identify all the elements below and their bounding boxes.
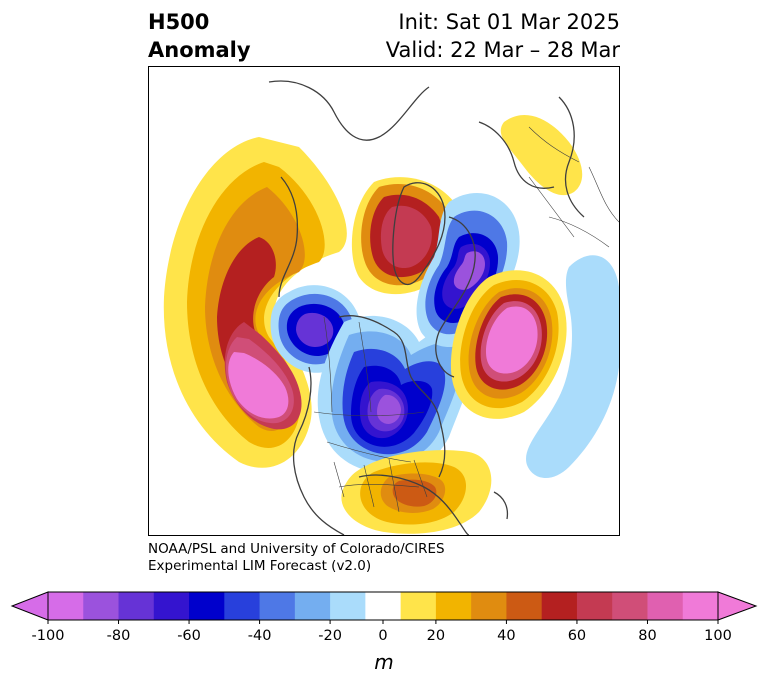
valid-range: Valid: 22 Mar – 28 Mar — [385, 38, 620, 62]
colorbar-unit-label: m — [374, 650, 394, 674]
title-right: Init: Sat 01 Mar 2025 Valid: 22 Mar – 28… — [386, 8, 620, 64]
colorbar-tick-label: 80 — [638, 628, 657, 644]
colorbar-swatch — [506, 592, 543, 620]
anomaly-eastern-atlantic — [526, 255, 619, 479]
colorbar-swatch — [541, 592, 578, 620]
coastlines — [268, 80, 585, 535]
colorbar-tick-label: 40 — [497, 628, 516, 644]
colorbar-tick-label: -80 — [106, 628, 131, 644]
credit-line-1: NOAA/PSL and University of Colorado/CIRE… — [148, 541, 445, 557]
colorbar-swatch — [647, 592, 684, 620]
anomaly-map — [163, 80, 619, 535]
variable-type: Anomaly — [148, 38, 251, 62]
colorbar-over-arrow — [717, 591, 758, 621]
colorbar-swatch — [576, 592, 613, 620]
colorbar-under-arrow — [10, 591, 49, 621]
variable-name: H500 — [148, 10, 210, 34]
colorbar-swatch — [365, 592, 402, 620]
colorbar-tick-label: -100 — [31, 628, 65, 644]
colorbar-swatch — [259, 592, 296, 620]
colorbar-tick-label: 20 — [426, 628, 446, 644]
init-date: Init: Sat 01 Mar 2025 — [398, 10, 620, 34]
colorbar — [10, 591, 758, 624]
colorbar-swatch — [612, 592, 648, 620]
colorbar-tick-label: 100 — [704, 628, 732, 644]
colorbar-tick-label: -60 — [177, 628, 201, 644]
colorbar-swatch — [435, 592, 472, 620]
anomaly-southeastern-us — [341, 450, 492, 534]
colorbar-swatch — [83, 592, 120, 620]
anomaly-central-canada — [317, 315, 475, 474]
colorbar-ticks: -100 -80 -60 -40 -20 0 20 40 60 80 100 — [0, 628, 768, 648]
colorbar-swatch — [294, 592, 331, 620]
colorbar-swatch — [118, 592, 155, 620]
credit-line-2: Experimental LIM Forecast (v2.0) — [148, 558, 372, 574]
colorbar-swatch — [48, 592, 84, 620]
anomaly-northern-europe — [500, 114, 583, 196]
colorbar-swatch — [189, 592, 225, 620]
colorbar-swatch — [471, 592, 507, 620]
colorbar-swatch — [153, 592, 190, 620]
colorbar-swatch — [330, 592, 366, 620]
credit-text: NOAA/PSL and University of Colorado/CIRE… — [148, 541, 445, 575]
anomaly-north-atlantic — [450, 270, 567, 419]
colorbar-tick-label: 60 — [567, 628, 587, 644]
title-left: H500 Anomaly — [148, 8, 251, 64]
map-panel — [148, 66, 620, 536]
anomaly-northeast-pacific — [163, 137, 347, 468]
colorbar-tick-label: -20 — [318, 628, 342, 644]
colorbar-tick-label: -40 — [247, 628, 272, 644]
colorbar-tick-label: 0 — [378, 628, 388, 644]
colorbar-swatch — [224, 592, 261, 620]
colorbar-swatch — [400, 592, 437, 620]
colorbar-swatch — [682, 592, 719, 620]
political-borders — [313, 126, 619, 513]
